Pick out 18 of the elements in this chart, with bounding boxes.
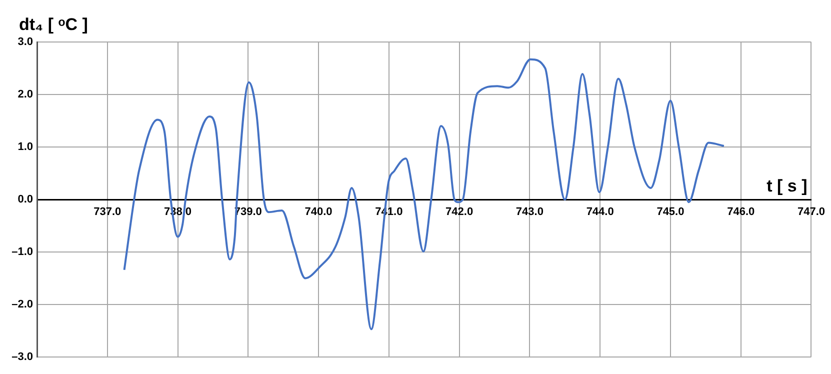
x-tick-label: 744.0 (586, 206, 614, 218)
y-tick-label: 3.0 (18, 36, 33, 48)
y-tick-label: 1.0 (18, 141, 33, 154)
x-tick-label: 737.0 (94, 206, 122, 218)
line-series (123, 58, 725, 330)
x-tick-label: 745.0 (656, 206, 684, 218)
y-tick-label: 2.0 (18, 88, 33, 101)
y-tick-label: –3.0 (12, 351, 33, 364)
x-tick-label: 746.0 (727, 206, 755, 218)
y-tick-label: –1.0 (12, 246, 33, 258)
x-axis-title: t [ s ] (766, 176, 808, 196)
x-tick-label: 742.0 (446, 206, 474, 218)
y-tick-label: –2.0 (12, 298, 33, 311)
y-axis-title: dt₄ [ ᵒC ] (19, 15, 88, 34)
y-tick-label: 0.0 (18, 194, 33, 206)
x-tick-label: 747.0 (797, 206, 825, 218)
x-tick-label: 743.0 (516, 206, 544, 218)
x-tick-label: 740.0 (304, 206, 332, 218)
